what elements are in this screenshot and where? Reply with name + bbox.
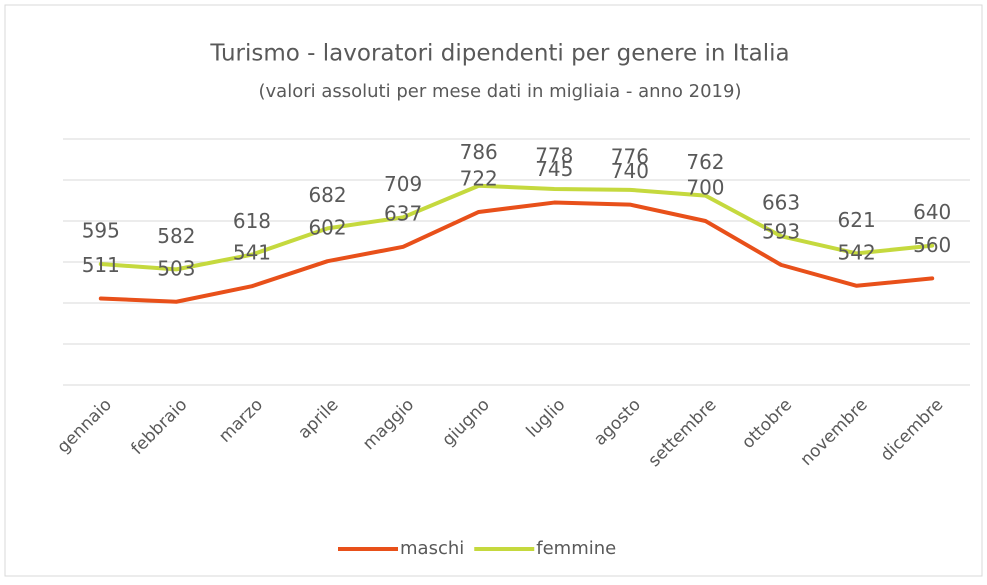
- data-label: 637: [384, 201, 422, 225]
- data-label: 762: [686, 150, 724, 174]
- data-label: 560: [913, 233, 951, 257]
- data-label: 682: [308, 183, 346, 207]
- legend-label: femmine: [536, 538, 616, 559]
- chart-title: Turismo - lavoratori dipendenti per gene…: [209, 41, 789, 67]
- data-label: 776: [611, 144, 649, 168]
- data-label: 511: [82, 253, 120, 277]
- chart-subtitle: (valori assoluti per mese dati in miglia…: [259, 81, 742, 102]
- data-label: 663: [762, 191, 800, 215]
- data-label: 722: [460, 166, 498, 190]
- line-series: [98, 183, 935, 272]
- data-label: 778: [535, 144, 573, 168]
- data-label: 618: [233, 209, 271, 233]
- chart-border: [4, 4, 983, 577]
- data-label: 541: [233, 241, 271, 265]
- data-label: 621: [838, 208, 876, 232]
- data-label: 503: [157, 256, 195, 280]
- data-label: 595: [82, 219, 120, 243]
- data-label: 593: [762, 219, 800, 243]
- data-label: 745: [535, 157, 573, 181]
- data-label: 740: [611, 159, 649, 183]
- data-label: 582: [157, 224, 195, 248]
- data-label: 640: [913, 200, 951, 224]
- data-label: 602: [308, 216, 346, 240]
- data-label: 542: [838, 240, 876, 264]
- data-label: 700: [686, 176, 724, 200]
- legend-label: maschi: [400, 538, 464, 559]
- data-label: 709: [384, 172, 422, 196]
- line-series: [98, 200, 935, 304]
- data-label: 786: [460, 140, 498, 164]
